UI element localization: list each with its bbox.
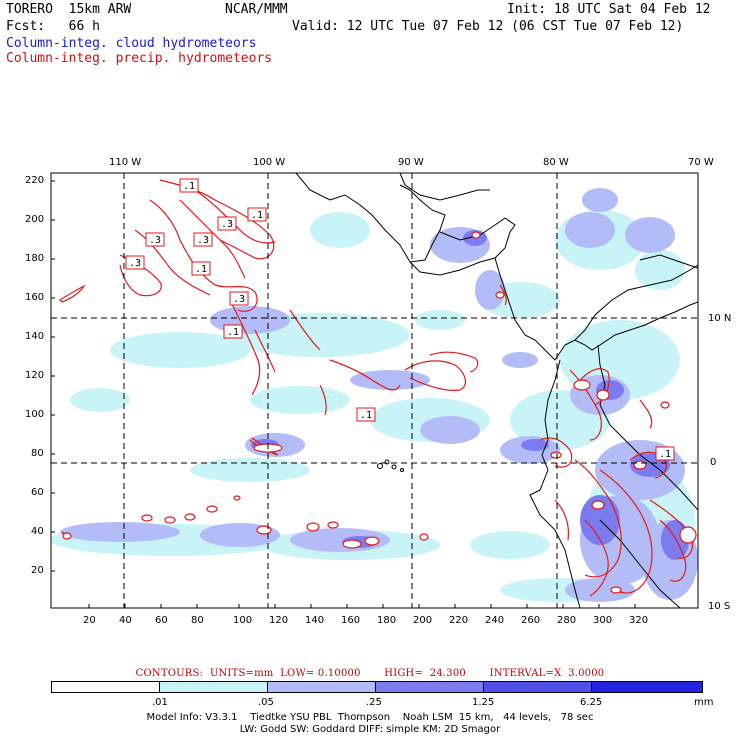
lon-label: 80 W [543,157,569,168]
y-tick-label: 100 [25,409,45,420]
x-tick-label: 300 [593,615,613,626]
legend-label: .25 [366,697,382,708]
contour-label: .1 [183,181,195,192]
y-tick-label: 200 [25,214,45,225]
valid-time: Valid: 12 UTC Tue 07 Feb 12 (06 CST Tue … [292,19,684,34]
precip-cells [62,231,697,594]
x-tick-label: 220 [449,615,469,626]
contour-info: CONTOURS: UNITS=mm LOW= 0.10000 HIGH= 24… [135,668,605,679]
forecast-hour: Fcst: 66 h [6,19,100,34]
y-tick-label: 40 [31,526,44,537]
model-info-line1: Model Info: V3.3.1 Tiedtke YSU PBL Thomp… [146,712,594,723]
model-info-line2: LW: Godd SW: Goddard DIFF: simple KM: 2D… [239,724,501,735]
lon-label: 100 W [253,157,286,168]
legend-swatch [375,681,483,693]
lat-label: 10 N [708,313,732,324]
x-tick-label: 40 [119,615,132,626]
map-frame [50,172,699,609]
legend-label: .05 [258,697,274,708]
lon-label: 110 W [109,157,142,168]
x-tick-label: 120 [269,615,289,626]
legend-swatch [267,681,375,693]
lat-lon-grid [51,173,698,608]
y-tick-label: 220 [25,175,45,186]
x-tick-label: 20 [83,615,96,626]
y-tick-label: 160 [25,292,45,303]
legend-unit: mm [694,697,714,708]
center-name: NCAR/MMM [225,2,288,17]
legend-label: .01 [152,697,168,708]
legend-label: 6.25 [580,697,603,708]
coastlines [295,173,698,608]
y-tick-label: 80 [31,448,44,459]
legend-swatch [483,681,591,693]
x-tick-label: 260 [521,615,541,626]
legend-label: 1.25 [472,697,495,708]
x-tick-label: 320 [629,615,649,626]
legend-swatch [159,681,267,693]
x-tick-label: 80 [191,615,204,626]
x-tick-label: 160 [341,615,361,626]
galapagos-islands [377,459,404,472]
y-tick-label: 180 [25,253,45,264]
legend-swatch [51,681,159,693]
x-tick-label: 200 [413,615,433,626]
y-tick-label: 140 [25,331,45,342]
x-tick-label: 140 [305,615,325,626]
contour-label: .3 [149,235,161,246]
contour-label: .1 [360,410,372,421]
x-tick-label: 280 [557,615,577,626]
legend-swatch [591,681,703,693]
contour-label: .3 [129,258,141,269]
x-tick-label: 100 [233,615,253,626]
contour-label: .1 [227,327,239,338]
y-tick-label: 20 [31,565,44,576]
contour-label: .1 [251,210,263,221]
contour-label: .1 [659,449,671,460]
contour-label: .3 [233,294,245,305]
contour-label: .3 [221,219,233,230]
lat-label: 0 [710,457,717,468]
contour-labels: .1 .1 .3 .3 .3 .3 .1 .3 .1 .1 .1 [129,181,671,460]
lon-label: 90 W [398,157,424,168]
x-tick-label: 240 [485,615,505,626]
model-name: TORERO 15km ARW [6,2,132,17]
y-tick-label: 120 [25,370,45,381]
lat-label: 10 S [708,601,731,612]
lon-label: 70 W [688,157,714,168]
contour-label: .3 [197,235,209,246]
contour-label-boxes [125,178,675,461]
x-tick-label: 60 [155,615,168,626]
y-tick-label: 60 [31,487,44,498]
contour-label: .1 [195,264,207,275]
x-tick-label: 180 [377,615,397,626]
init-time: Init: 18 UTC Sat 04 Feb 12 [507,2,711,17]
field-cloud-label: Column-integ. cloud hydrometeors [6,36,257,51]
axis-ticks [51,180,636,608]
field-precip-label: Column-integ. precip. hydrometeors [6,51,273,66]
